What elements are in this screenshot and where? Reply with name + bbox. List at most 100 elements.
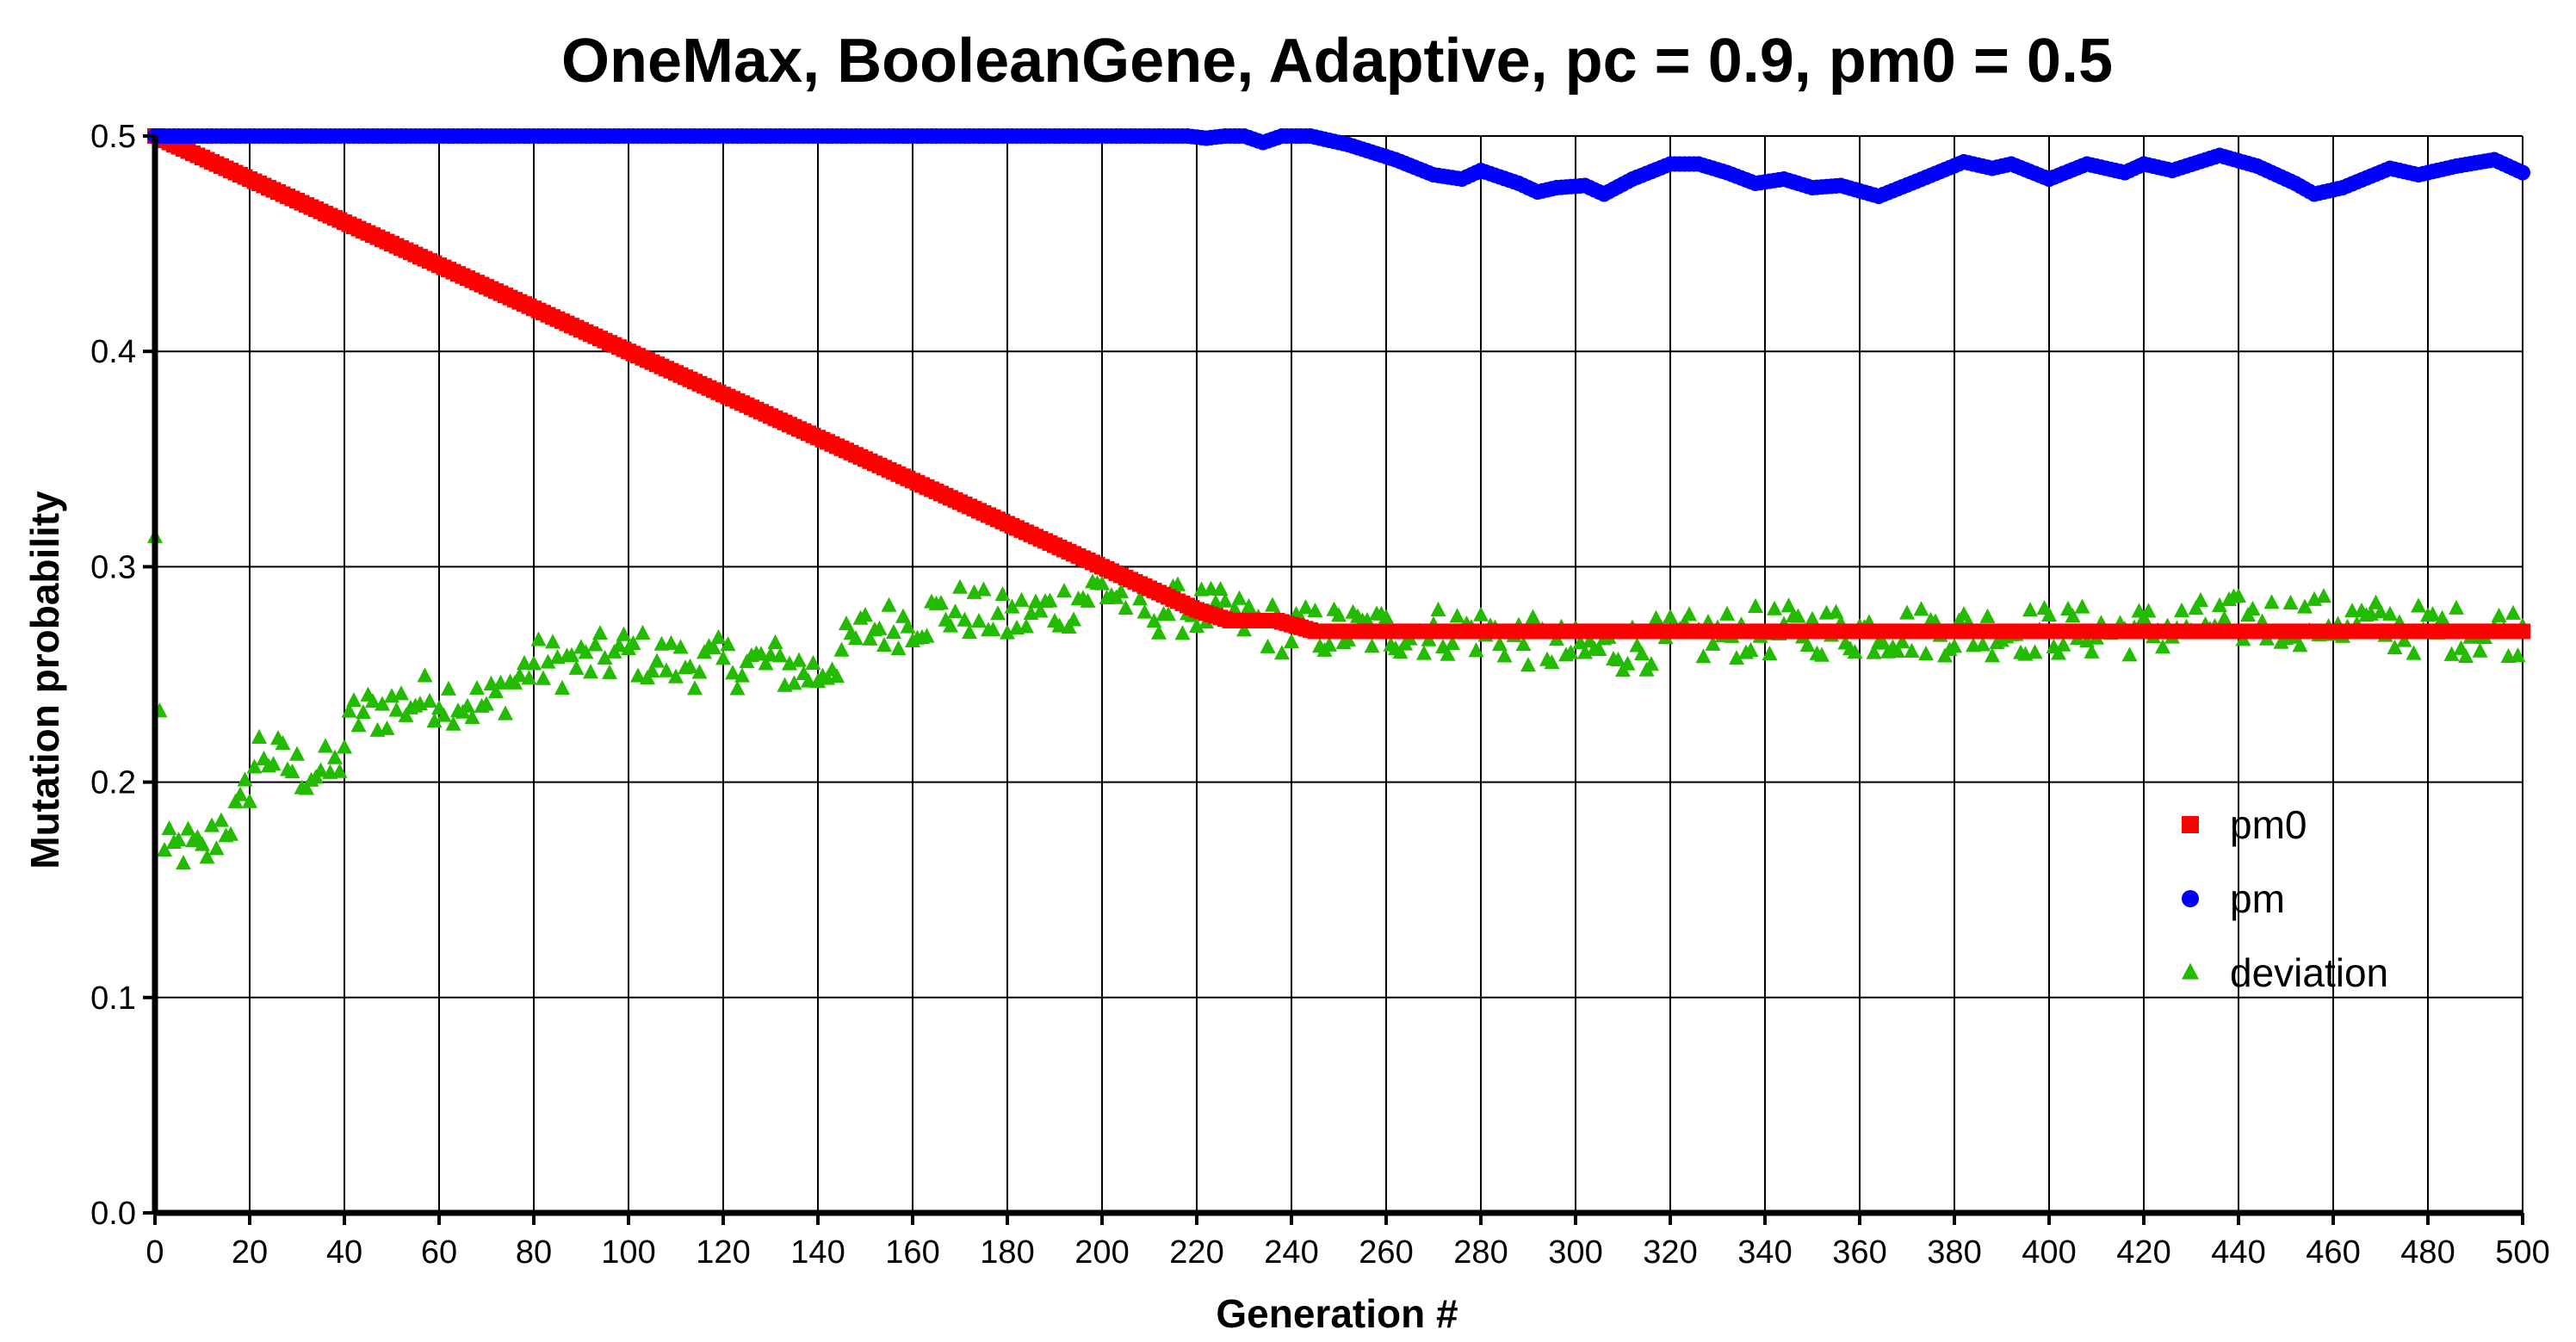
deviation-point — [611, 637, 627, 652]
deviation-point — [1644, 656, 1659, 671]
deviation-point — [426, 713, 443, 728]
deviation-point — [943, 617, 958, 633]
pm0-point — [2515, 623, 2530, 640]
deviation-point — [871, 620, 888, 635]
deviation-point — [157, 841, 172, 857]
deviation-point — [2051, 645, 2066, 660]
deviation-point — [2216, 610, 2232, 626]
deviation-point — [445, 715, 461, 731]
deviation-point — [1359, 611, 1375, 628]
deviation-point — [644, 662, 660, 677]
deviation-point — [2231, 587, 2246, 603]
deviation-point — [1729, 650, 1744, 665]
deviation-point — [592, 624, 608, 640]
deviation-point — [635, 624, 651, 640]
y-tick-label: 0.2 — [90, 765, 136, 801]
deviation-point — [488, 683, 504, 699]
y-tick-label: 0.4 — [90, 334, 136, 370]
deviation-point — [341, 702, 357, 718]
deviation-point — [1307, 602, 1323, 618]
x-tick-label: 260 — [1359, 1234, 1413, 1271]
deviation-point — [687, 680, 703, 696]
deviation-point — [2282, 594, 2299, 610]
deviation-point — [365, 693, 381, 708]
deviation-point — [1577, 644, 1593, 659]
deviation-point — [1430, 601, 1446, 616]
legend-marker-pm — [2182, 890, 2199, 907]
deviation-point — [318, 738, 333, 753]
deviation-point — [587, 636, 604, 652]
deviation-point — [1681, 606, 1697, 622]
x-tick-label: 140 — [790, 1234, 845, 1271]
deviation-point — [422, 692, 437, 708]
deviation-point — [2406, 645, 2422, 660]
deviation-point — [682, 658, 698, 674]
deviation-point — [2027, 644, 2043, 659]
deviation-point — [602, 664, 617, 679]
deviation-point — [772, 647, 788, 663]
deviation-point — [1331, 607, 1347, 622]
deviation-point — [1705, 635, 1721, 651]
deviation-point — [530, 631, 547, 646]
deviation-point — [1189, 617, 1204, 634]
deviation-point — [554, 679, 570, 696]
deviation-point — [2055, 636, 2071, 652]
deviation-point — [2065, 608, 2081, 623]
deviation-point — [1274, 645, 1290, 660]
deviation-point — [1619, 655, 1636, 671]
deviation-point — [2121, 646, 2138, 662]
deviation-point — [265, 756, 282, 771]
x-tick-label: 460 — [2306, 1234, 2360, 1271]
deviation-point — [2041, 606, 2057, 622]
deviation-point — [331, 763, 348, 778]
deviation-point — [630, 667, 646, 683]
deviation-point — [1118, 599, 1134, 615]
pm-point — [2515, 164, 2530, 181]
deviation-point — [881, 597, 897, 612]
x-axis-label: Generation # — [1216, 1291, 1458, 1336]
deviation-point — [1918, 646, 1934, 661]
deviation-point — [161, 820, 177, 836]
deviation-point — [242, 793, 257, 808]
deviation-point — [1284, 633, 1299, 649]
deviation-point — [729, 680, 746, 696]
x-tick-label: 120 — [696, 1234, 750, 1271]
deviation-point — [2022, 602, 2038, 617]
deviation-point — [1364, 638, 1380, 653]
deviation-point — [616, 626, 632, 641]
deviation-point — [1610, 651, 1626, 667]
deviation-point — [521, 670, 537, 685]
deviation-point — [2193, 591, 2208, 608]
x-tick-label: 340 — [1737, 1234, 1792, 1271]
deviation-point — [990, 605, 1006, 621]
deviation-point — [1866, 644, 1882, 659]
deviation-point — [1042, 592, 1058, 608]
axes — [143, 134, 2524, 1225]
deviation-point — [2396, 632, 2412, 647]
deviation-point — [2316, 588, 2331, 603]
deviation-point — [299, 780, 314, 795]
x-tick-label: 240 — [1264, 1234, 1318, 1271]
deviation-point — [275, 735, 291, 751]
deviation-point — [436, 707, 452, 722]
deviation-point — [1066, 611, 1081, 627]
x-tick-label: 380 — [1927, 1234, 1981, 1271]
deviation-point — [848, 630, 864, 646]
deviation-point — [1440, 646, 1456, 661]
deviation-point — [170, 832, 187, 847]
chart-title: OneMax, BooleanGene, Adaptive, pc = 0.9,… — [561, 27, 2113, 96]
deviation-point — [933, 595, 949, 610]
deviation-point — [568, 659, 585, 675]
deviation-point — [1899, 604, 1915, 620]
deviation-point — [379, 720, 395, 735]
deviation-point — [1894, 634, 1910, 649]
deviation-point — [204, 817, 220, 832]
deviation-point — [2510, 647, 2526, 663]
deviation-point — [2491, 607, 2507, 622]
deviation-point — [398, 707, 414, 722]
deviation-point — [1805, 610, 1820, 626]
deviation-point — [952, 578, 968, 594]
deviation-point — [1520, 657, 1536, 672]
deviation-point — [180, 820, 196, 836]
deviation-point — [734, 667, 750, 683]
